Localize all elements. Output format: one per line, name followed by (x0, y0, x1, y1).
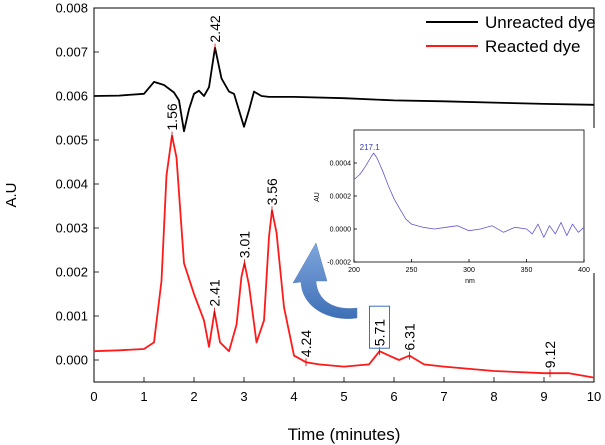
main-y-tick-label: 0.000 (55, 353, 88, 368)
main-y-tick-label: 0.008 (55, 1, 88, 16)
main-x-tick-label: 7 (440, 389, 447, 404)
legend-label-unreacted: Unreacted dye (485, 13, 596, 32)
inset-x-tick-label: 250 (406, 267, 418, 274)
main-x-tick-label: 4 (290, 389, 297, 404)
inset-x-axis: 200 250 300 350 400 (348, 259, 590, 274)
inset-x-tick-label: 400 (578, 267, 590, 274)
pointer-arrow (292, 242, 358, 319)
inset-x-tick-label: 350 (521, 267, 533, 274)
legend: Unreacted dye Reacted dye (426, 13, 596, 56)
x-axis-label: Time (minutes) (288, 425, 401, 444)
inset-x-tick-label: 200 (348, 267, 360, 274)
peak-label: 5.71 (372, 319, 388, 346)
peak-label: 2.42 (207, 15, 223, 42)
main-y-tick-label: 0.003 (55, 221, 88, 236)
peak-highlight-box (369, 305, 390, 349)
main-series-line-0 (93, 46, 595, 133)
inset-x-axis-label: nm (465, 278, 475, 285)
main-x-axis: 0 1 2 3 4 5 6 7 8 9 10 (90, 377, 601, 404)
main-y-tick-label: 0.001 (55, 309, 88, 324)
inset-annotations: 217.1 (360, 143, 381, 152)
inset-y-axis: -0.0002 0.0000 0.0002 0.0004 (327, 160, 357, 266)
inset-y-tick-label: 0.0000 (330, 226, 352, 233)
main-x-tick-label: 10 (587, 389, 601, 404)
inset-background (350, 128, 595, 273)
main-x-tick-label: 0 (90, 389, 97, 404)
main-x-tick-label: 8 (490, 389, 497, 404)
peak-label: 9.12 (542, 341, 558, 368)
main-y-tick-label: 0.004 (55, 177, 88, 192)
peak-label: 2.41 (207, 279, 223, 306)
main-x-tick-label: 6 (390, 389, 397, 404)
peak-label: 1.56 (164, 103, 180, 130)
main-y-tick-label: 0.007 (55, 45, 88, 60)
peak-label: 4.24 (298, 330, 314, 357)
peak-label: 3.01 (237, 231, 253, 258)
inset-x-tick-label: 300 (463, 267, 475, 274)
main-x-tick-label: 3 (240, 389, 247, 404)
main-y-tick-label: 0.006 (55, 89, 88, 104)
y-axis-label: A.U (3, 182, 20, 207)
main-series-group (93, 46, 595, 379)
inset-y-tick-label: 0.0002 (330, 193, 352, 200)
main-y-tick-label: 0.005 (55, 133, 88, 148)
main-y-tick-label: 0.002 (55, 265, 88, 280)
legend-label-reacted: Reacted dye (485, 37, 580, 56)
main-x-tick-label: 1 (140, 389, 147, 404)
inset-series-line-0 (353, 152, 585, 238)
main-x-tick-label: 2 (190, 389, 197, 404)
main-annotations: 2.42 1.56 2.41 3.01 3.56 4.24 5.71 6.31 9.12 (164, 15, 558, 378)
main-x-tick-label: 5 (340, 389, 347, 404)
inset-y-tick-label: 0.0004 (330, 160, 352, 167)
inset-series-group (353, 152, 585, 238)
main-x-tick-label: 9 (540, 389, 547, 404)
inset-y-axis-label: AU (314, 192, 321, 202)
main-series-line-1 (93, 134, 595, 379)
peak-label: 3.56 (264, 178, 280, 205)
inset-y-tick-label: -0.0002 (327, 259, 351, 266)
peak-label: 217.1 (360, 143, 381, 152)
peak-label: 6.31 (402, 323, 418, 350)
main-y-axis: 0.000 0.001 0.002 0.003 0.004 0.005 0.006 0.007… (55, 1, 99, 368)
